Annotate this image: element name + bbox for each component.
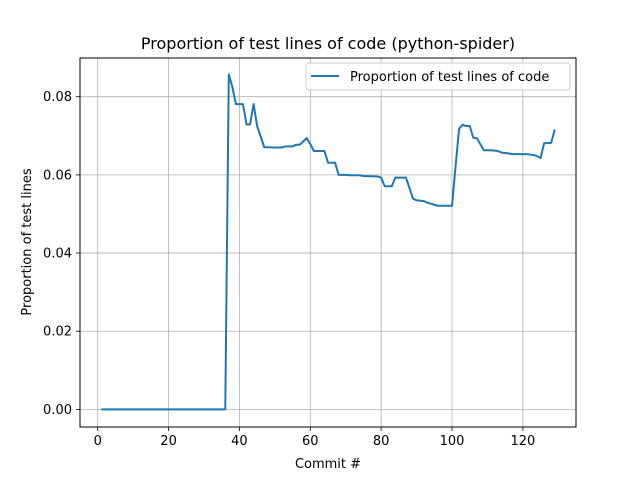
y-tick-label: 0.00 (43, 403, 72, 418)
chart-title: Proportion of test lines of code (python… (141, 34, 515, 53)
x-tick-label: 120 (510, 434, 535, 449)
y-tick-label: 0.02 (43, 325, 72, 340)
x-axis: 0 20 40 60 80 100 120 (94, 427, 535, 449)
x-axis-label: Commit # (295, 457, 361, 472)
y-axis: 0.00 0.02 0.04 0.06 0.08 (43, 90, 80, 418)
axes-frame (79, 57, 577, 428)
legend-box (305, 62, 571, 91)
grid-lines (80, 58, 576, 427)
x-tick-label: 60 (302, 434, 319, 449)
x-tick-label: 100 (440, 434, 465, 449)
legend: Proportion of test lines of code (305, 62, 571, 91)
series-line (101, 73, 556, 411)
x-tick-label: 0 (94, 434, 102, 449)
legend-label: Proportion of test lines of code (350, 70, 549, 85)
y-tick-label: 0.04 (43, 247, 72, 262)
y-tick-label: 0.06 (43, 168, 72, 183)
y-tick-label: 0.08 (43, 90, 72, 105)
y-axis-label: Proportion of test lines (20, 168, 35, 315)
plot-area (101, 73, 556, 411)
x-tick-label: 20 (160, 434, 177, 449)
x-tick-label: 80 (373, 434, 390, 449)
x-tick-label: 40 (231, 434, 248, 449)
